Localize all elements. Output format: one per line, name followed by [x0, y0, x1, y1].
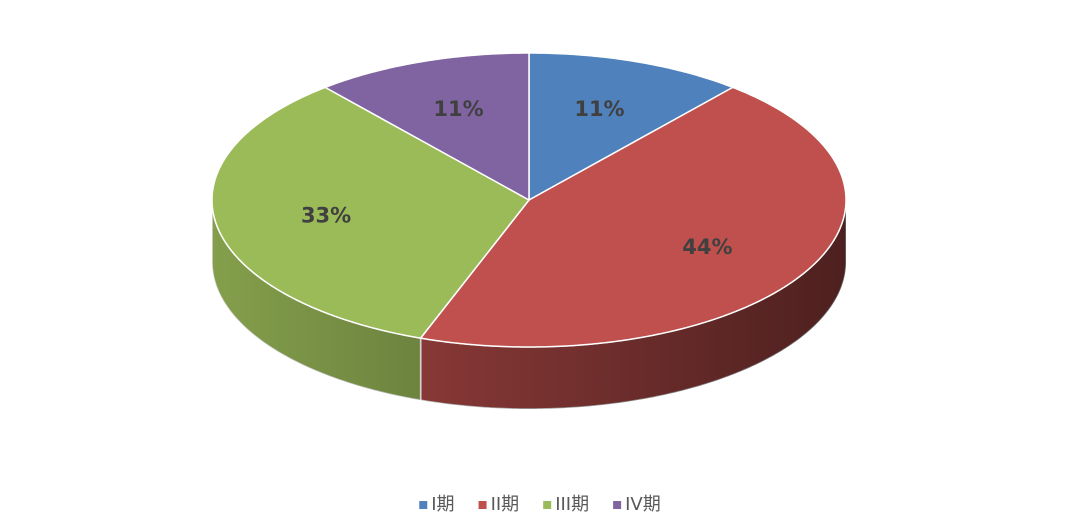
- data-label: 33%: [301, 204, 351, 228]
- legend-label: IV期: [625, 494, 661, 515]
- slice: [323, 52, 530, 202]
- legend-swatch: [613, 501, 622, 509]
- slice: [211, 86, 531, 339]
- data-label: 44%: [682, 235, 732, 259]
- legend-label: II期: [491, 494, 520, 515]
- legend-item: I期: [419, 494, 455, 515]
- legend: I期 II期 III期 IV期: [419, 494, 661, 515]
- slice: [419, 86, 847, 348]
- slice: [528, 52, 735, 202]
- legend-label: III期: [555, 494, 589, 515]
- label-layer: 11% 44% 33% 11%: [301, 97, 733, 259]
- side-shade: [212, 200, 421, 401]
- legend-swatch: [543, 501, 552, 509]
- legend-item: III期: [543, 494, 589, 515]
- legend-item: IV期: [613, 494, 661, 515]
- legend-item: II期: [478, 494, 520, 515]
- legend-swatch: [478, 501, 487, 509]
- data-label: 11%: [433, 97, 483, 121]
- legend-label: I期: [431, 494, 454, 515]
- legend-swatch: [419, 501, 428, 509]
- top-layer: [211, 52, 847, 348]
- data-label: 11%: [574, 97, 624, 121]
- side-shade: [420, 200, 846, 409]
